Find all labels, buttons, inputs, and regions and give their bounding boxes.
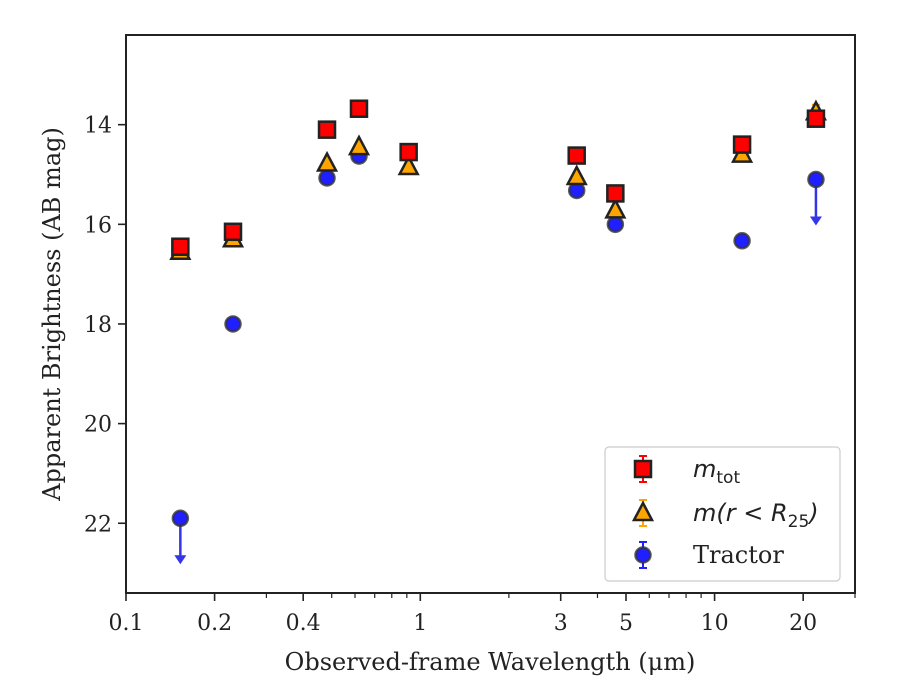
m_r25-point (604, 197, 627, 219)
m_tot-point (317, 120, 337, 139)
x-tick-label: 5 (619, 611, 633, 636)
legend: mtot m(r < R25) Tractor (604, 446, 841, 582)
m_tot-point (223, 222, 243, 242)
tractor-point (224, 315, 242, 333)
x-tick-label: 10 (701, 611, 729, 636)
m_tot-point (349, 99, 369, 118)
y-tick-label: 22 (84, 512, 112, 537)
m_r25-point (397, 154, 420, 176)
x-tick-label: 0.1 (109, 611, 144, 636)
x-tick-label: 0.2 (197, 611, 232, 636)
legend-label-m_r25: m(r < R25) (693, 499, 819, 532)
upper-limit-arrowhead (174, 555, 187, 565)
legend-label-m_tot: mtot (693, 455, 740, 488)
tractor-point (733, 232, 751, 250)
m_tot-point (399, 142, 418, 162)
m_tot-point (732, 135, 752, 154)
y-tick-label: 16 (84, 213, 112, 238)
tractor-point (318, 169, 336, 187)
x-tick-label: 20 (789, 611, 817, 636)
plot-frame (125, 34, 856, 594)
m_tot-point (567, 146, 586, 165)
legend-marker-m_r25 (631, 500, 655, 522)
tractor-point (606, 215, 625, 234)
y-tick-label: 20 (84, 413, 112, 438)
x-axis-label: Observed-frame Wavelength (μm) (285, 648, 696, 676)
x-tick-label: 0.4 (286, 611, 321, 636)
legend-box (604, 446, 841, 582)
data-points (169, 99, 828, 565)
legend-marker-tractor (634, 546, 652, 564)
legend-marker-m_tot (633, 459, 653, 479)
m_r25-point (315, 150, 339, 172)
tractor-point (807, 170, 825, 189)
m_tot-point (606, 184, 625, 203)
x-tick-label: 1 (413, 611, 427, 636)
upper-limit-arrowhead (809, 216, 822, 226)
tractor-point (171, 509, 190, 528)
y-tick-label: 14 (84, 114, 112, 139)
m_r25-point (565, 164, 588, 186)
axis-ticks: 0.1 0.2 0.4 1 3 5 10 20 14 16 18 20 22 (84, 114, 856, 636)
legend-label-tractor: Tractor (693, 541, 784, 569)
y-tick-label: 18 (84, 313, 112, 338)
m_r25-point (347, 134, 371, 156)
y-axis-label: Apparent Brightness (AB mag) (38, 127, 66, 502)
x-tick-label: 3 (554, 611, 568, 636)
m_tot-point (171, 237, 190, 256)
m_tot-point (806, 109, 826, 128)
